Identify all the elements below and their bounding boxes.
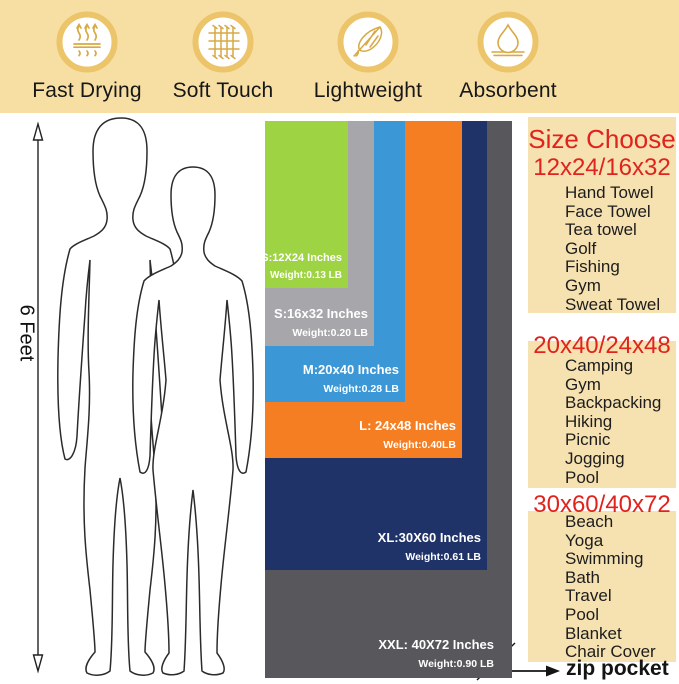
list-item: Sweat Towel bbox=[565, 294, 661, 314]
list-item: Yoga bbox=[565, 530, 604, 550]
size-name: S:16x32 Inches bbox=[274, 306, 368, 321]
list-item: Pool bbox=[565, 604, 600, 624]
list-item: Swimming bbox=[565, 549, 644, 569]
feature-soft-touch: Soft Touch bbox=[148, 0, 298, 103]
six-feet-arrow bbox=[32, 121, 44, 674]
size-guide-panel-small bbox=[528, 117, 676, 313]
size-weight: Weight:0.13 LB bbox=[269, 269, 342, 281]
list-item: Pool bbox=[565, 467, 600, 487]
list-item: Blanket bbox=[565, 623, 622, 643]
list-item: Backpacking bbox=[565, 393, 662, 413]
feature-lightweight: Lightweight bbox=[293, 0, 443, 103]
feature-label: Fast Drying bbox=[32, 79, 142, 102]
size-rectangles: XXL: 40X72 Inches Weight:0.90 LB XL:30X60… bbox=[254, 121, 512, 678]
list-item: Travel bbox=[565, 586, 612, 606]
list-item: Jogging bbox=[565, 448, 625, 468]
six-feet-label: 6 Feet bbox=[15, 304, 38, 362]
feature-label: Absorbent bbox=[459, 79, 557, 102]
list-item: Gym bbox=[565, 275, 601, 295]
size-name: XL:30X60 Inches bbox=[377, 530, 481, 545]
size-group-list-3: Beach Yoga Swimming Bath Travel Pool Bla… bbox=[565, 512, 656, 662]
size-weight: Weight:0.90 LB bbox=[418, 657, 494, 670]
zip-pocket-label: zip pocket bbox=[566, 657, 669, 680]
size-rect-xs: XS:12X24 Inches Weight:0.13 LB bbox=[254, 121, 348, 288]
size-group-header-2: 20x40/24x48 bbox=[533, 332, 671, 359]
size-name: XXL: 40X72 Inches bbox=[378, 637, 494, 652]
size-name: XS:12X24 Inches bbox=[253, 251, 342, 264]
size-guide-panel-medium bbox=[528, 341, 676, 488]
list-item: Golf bbox=[565, 238, 597, 258]
size-name: L: 24x48 Inches bbox=[359, 418, 456, 433]
feature-fast-drying: Fast Drying bbox=[12, 0, 162, 103]
feature-absorbent: Absorbent bbox=[433, 0, 583, 103]
size-name: M:20x40 Inches bbox=[302, 362, 399, 377]
size-group-header-3: 30x60/40x72 bbox=[533, 491, 671, 518]
list-item: Hand Towel bbox=[565, 183, 654, 202]
list-item: Face Towel bbox=[565, 201, 651, 221]
list-item: Tea towel bbox=[565, 220, 637, 240]
size-weight: Weight:0.61 LB bbox=[405, 550, 481, 563]
list-item: Picnic bbox=[565, 430, 611, 450]
feather-icon bbox=[337, 11, 399, 73]
size-guide-title: Size Choose bbox=[528, 124, 676, 154]
list-item: Bath bbox=[565, 567, 600, 587]
list-item: Gym bbox=[565, 374, 601, 394]
list-item: Fishing bbox=[565, 257, 620, 277]
size-group-header-1: 12x24/16x32 bbox=[533, 154, 671, 181]
list-item: Beach bbox=[565, 512, 614, 531]
size-weight: Weight:0.20 LB bbox=[292, 326, 368, 339]
feature-label: Soft Touch bbox=[172, 79, 274, 102]
water-drop-icon bbox=[477, 11, 539, 73]
size-guide-panel-large bbox=[528, 511, 676, 662]
woman-outline-figure bbox=[132, 166, 254, 676]
size-group-list-2: Camping Gym Backpacking Hiking Picnic Jo… bbox=[565, 356, 662, 487]
list-item: Hiking bbox=[565, 411, 613, 431]
steam-arrows-icon bbox=[56, 11, 118, 73]
list-item: Camping bbox=[565, 356, 634, 375]
size-group-list-1: Hand Towel Face Towel Tea towel Golf Fis… bbox=[565, 183, 661, 314]
size-weight: Weight:0.40LB bbox=[383, 438, 456, 451]
human-figures-drawing bbox=[32, 117, 254, 676]
list-item: Chair Cover bbox=[565, 642, 656, 662]
size-weight: Weight:0.28 LB bbox=[323, 382, 399, 395]
feature-label: Lightweight bbox=[313, 79, 423, 102]
feature-banner: Fast Drying Soft Touch bbox=[0, 0, 679, 113]
fabric-mesh-icon bbox=[192, 11, 254, 73]
height-comparison-area: 6 Feet bbox=[0, 113, 265, 684]
